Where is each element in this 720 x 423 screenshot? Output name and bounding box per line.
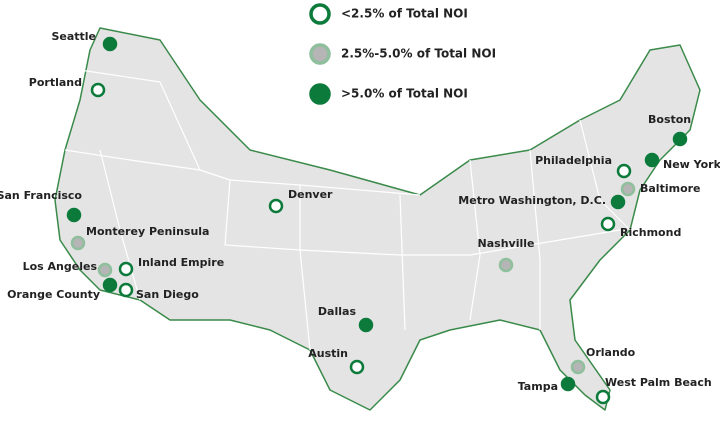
city-label: Orange County [7,288,100,301]
city-marker [600,216,616,232]
city-label: Nashville [478,237,535,250]
legend: <2.5% of Total NOI 2.5%-5.0% of Total NOI… [309,3,496,105]
city-marker [70,235,86,251]
city-marker [620,181,636,197]
city-marker [570,359,586,375]
city-marker [118,261,134,277]
city-label: Philadelphia [535,154,612,167]
legend-label: >5.0% of Total NOI [341,87,468,101]
city-label: Monterey Peninsula [86,225,209,238]
city-marker [610,194,626,210]
city-marker [560,376,576,392]
city-label: Baltimore [640,182,701,195]
legend-marker [309,3,331,25]
city-marker [90,82,106,98]
legend-marker [309,83,331,105]
state-lines [64,69,631,351]
city-marker [498,257,514,273]
city-marker [268,198,284,214]
city-marker [102,277,118,293]
city-marker [97,262,113,278]
city-label: Boston [648,113,691,126]
city-label: San Diego [136,288,199,301]
city-marker [644,152,660,168]
city-label: Inland Empire [138,256,224,269]
city-marker [595,389,611,405]
city-label: Austin [308,347,348,360]
city-marker [118,282,134,298]
city-marker [672,131,688,147]
city-marker [616,163,632,179]
city-label: West Palm Beach [605,376,712,389]
city-label: Denver [288,188,333,201]
city-marker [358,317,374,333]
city-label: Tampa [518,380,558,393]
us-outline [54,27,701,411]
city-label: Dallas [318,305,357,318]
city-marker [349,359,365,375]
city-label: Los Angeles [23,260,98,273]
city-marker [66,207,82,223]
city-label: Richmond [620,226,681,239]
city-label: Orlando [586,346,636,359]
legend-marker [309,43,331,65]
city-label: New York [663,158,720,171]
cities: Portland Denver Inland Empire San Diego Aust… [0,30,720,405]
city-label: Portland [29,76,82,89]
city-label: San Francisco [0,189,82,202]
city-label: Metro Washington, D.C. [458,194,606,207]
city-marker [102,36,118,52]
city-label: Seattle [51,30,96,43]
legend-label: <2.5% of Total NOI [341,7,468,21]
legend-label: 2.5%-5.0% of Total NOI [341,47,496,61]
